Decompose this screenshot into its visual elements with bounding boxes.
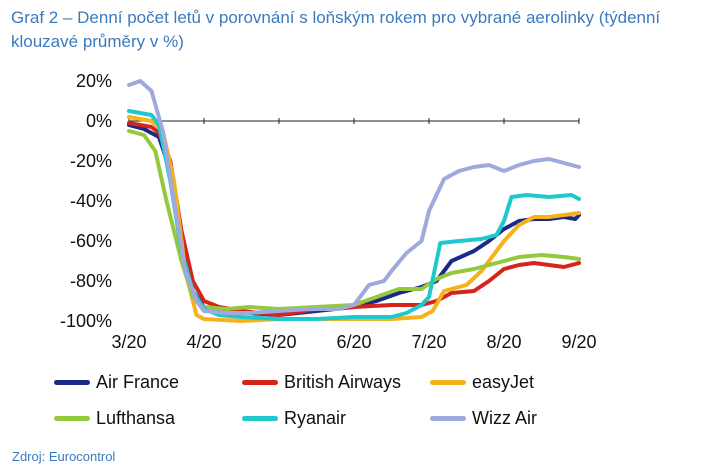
y-tick-label: -60% [70,231,112,251]
legend-label: easyJet [472,372,535,392]
legend-swatch [54,416,90,421]
line-chart: 20% 0% -20% -40% -60% -80% -100%3/20 4/20 5/20 6/… [60,71,597,352]
legend-swatch [242,416,278,421]
legend-label: Lufthansa [96,408,176,428]
legend-item-british-airways: British Airways [242,372,401,393]
chart-axes: 20% 0% -20% -40% -60% -80% -100%3/20 4/20 5/20 6/… [60,71,597,352]
x-tick-label: 4/20 [186,332,221,352]
legend-label: Wizz Air [472,408,537,428]
source-note: Zdroj: Eurocontrol [12,449,116,464]
x-tick-label: 8/20 [486,332,521,352]
legend-label: Ryanair [284,408,347,428]
series-line-british-airways [127,121,581,317]
x-tick-label: 6/20 [336,332,371,352]
legend-item-easyjet: easyJet [430,372,534,393]
legend-label: Air France [96,372,180,392]
chart-title: Graf 2 – Denní počet letů v porovnání s … [11,8,661,51]
legend-swatch [430,380,466,385]
x-tick-label: 9/20 [561,332,596,352]
legend-swatch [430,416,466,421]
legend-item-lufthansa: Lufthansa [54,408,175,429]
y-tick-label: 0% [86,111,112,131]
y-tick-label: 20% [76,71,112,91]
legend-item-wizz-air: Wizz Air [430,408,537,429]
legend-swatch [54,380,90,385]
y-tick-label: -20% [70,151,112,171]
y-tick-label: -100% [60,311,112,331]
y-tick-label: -80% [70,271,112,291]
legend-swatch [242,380,278,385]
legend-item-ryanair: Ryanair [242,408,346,429]
x-tick-label: 5/20 [261,332,296,352]
x-tick-label: 3/20 [111,332,146,352]
x-tick-label: 7/20 [411,332,446,352]
legend-label: British Airways [284,372,402,392]
series-line-wizz-air [127,79,581,315]
chart-series [127,79,581,323]
legend-item-air-france: Air France [54,372,179,393]
y-tick-label: -40% [70,191,112,211]
series-line-lufthansa [127,129,581,311]
